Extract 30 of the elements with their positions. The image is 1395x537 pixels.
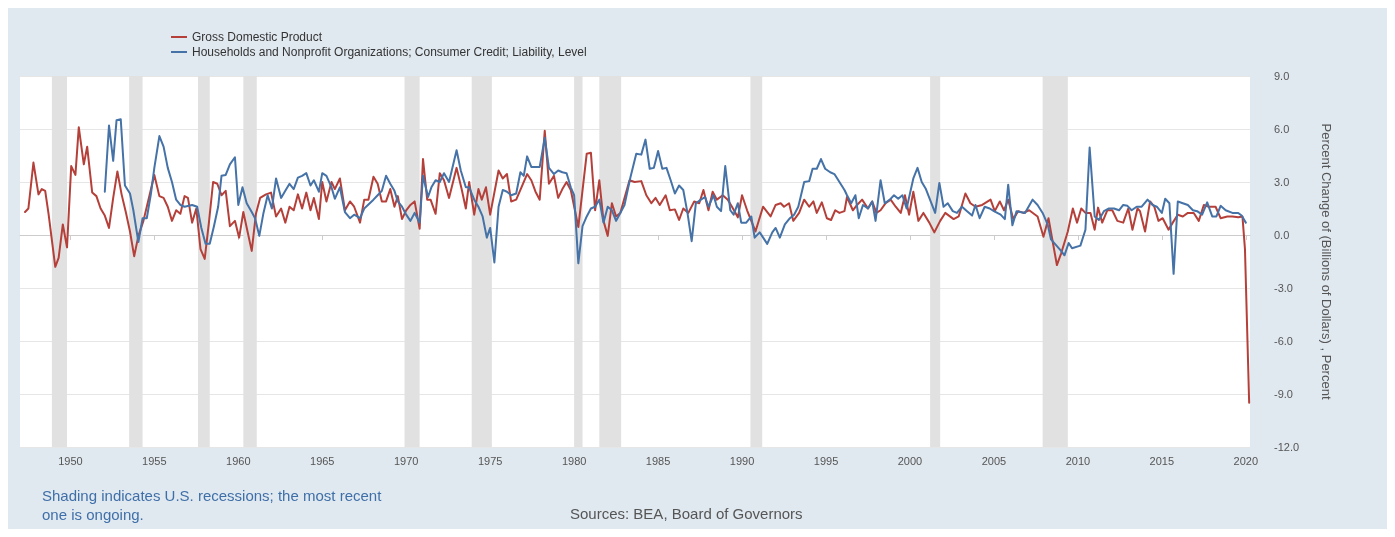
source-note: Sources: BEA, Board of Governors — [570, 505, 803, 522]
x-tick-label: 2000 — [897, 454, 923, 467]
y-tick-label: -9.0 — [1274, 388, 1293, 400]
x-tick-label: 1950 — [58, 454, 83, 467]
legend-label: Households and Nonprofit Organizations; Consumer Credit; Liability, Level — [192, 45, 587, 59]
x-tick-label: 1975 — [477, 454, 503, 467]
y-tick-label: -3.0 — [1274, 282, 1293, 294]
x-tick-label: 1965 — [310, 454, 335, 467]
y-tick-label: 3.0 — [1274, 176, 1290, 188]
y-tick-label: 0.0 — [1274, 229, 1290, 241]
y-tick-label: 9.0 — [1274, 70, 1290, 82]
x-tick-label: 1990 — [729, 454, 755, 467]
line-series — [24, 126, 1251, 404]
y-tick-label: -12.0 — [1274, 441, 1300, 453]
x-tick-label: 1955 — [142, 454, 167, 467]
x-tick-label: 2010 — [1065, 454, 1091, 467]
text: Shading indicates U.S. recessions; the most recent one is ongoing. — [42, 487, 386, 523]
x-tick-label: 2015 — [1149, 454, 1175, 467]
y-tick-label: 6.0 — [1274, 123, 1290, 135]
y-tick-label: -6.0 — [1274, 335, 1293, 347]
line-series — [103, 118, 1247, 275]
y-axis-title: Percent Change of (Billions of Dollars) , Percent — [1319, 123, 1334, 400]
x-tick-label: 1980 — [561, 454, 587, 467]
x-tick-label: 1995 — [813, 454, 839, 467]
x-tick-label: 1970 — [393, 454, 419, 467]
legend-label: Gross Domestic Product — [192, 30, 323, 44]
x-tick-label: 1960 — [226, 454, 251, 467]
x-tick-label: 2005 — [981, 454, 1007, 467]
x-tick-label: 1985 — [645, 454, 671, 467]
x-tick-label: 2020 — [1233, 454, 1259, 467]
